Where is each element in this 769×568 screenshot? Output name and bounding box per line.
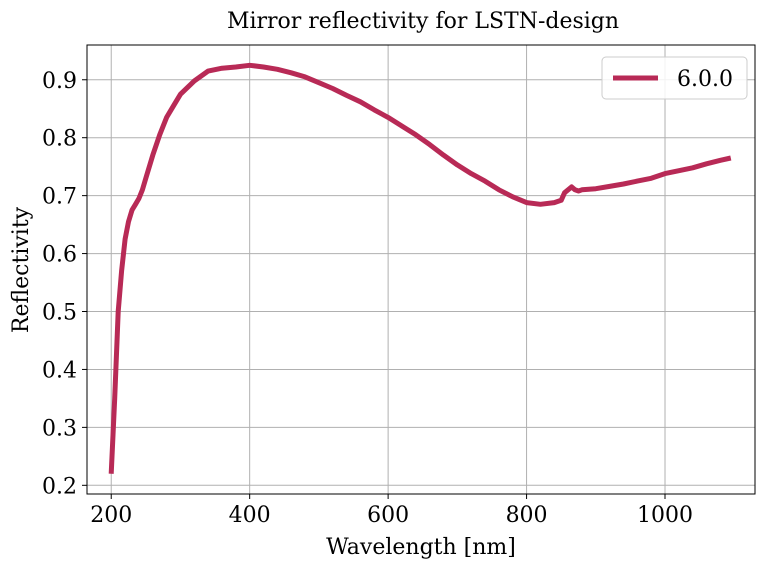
y-tick-label: 0.7 (42, 185, 77, 210)
x-tick-label: 1000 (637, 503, 693, 528)
x-tick-label: 200 (90, 503, 132, 528)
y-tick-label: 0.5 (42, 301, 77, 326)
series-layer (108, 62, 732, 474)
x-axis: 200 400 600 800 1000 (90, 494, 693, 528)
y-tick-label: 0.8 (42, 127, 77, 152)
series-line (108, 62, 732, 474)
x-tick-label: 600 (367, 503, 409, 528)
y-tick-label: 0.4 (42, 358, 77, 383)
y-tick-label: 0.2 (42, 474, 77, 499)
x-tick-label: 800 (506, 503, 548, 528)
grid (87, 45, 755, 494)
plot-frame (86, 44, 756, 495)
y-tick-label: 0.9 (42, 69, 77, 94)
legend-box (601, 56, 748, 100)
y-tick-label: 0.6 (42, 243, 77, 268)
chart-title: Mirror reflectivity for LSTN-design (227, 9, 619, 34)
x-tick-label: 400 (229, 503, 271, 528)
y-axis-label: Reflectivity (9, 206, 34, 333)
legend: 6.0.0 (601, 56, 748, 100)
x-axis-label: Wavelength [nm] (326, 535, 516, 560)
y-axis: 0.2 0.3 0.4 0.5 0.6 0.7 0.8 0.9 (42, 69, 87, 499)
legend-label: 6.0.0 (677, 67, 733, 92)
y-tick-label: 0.3 (42, 416, 77, 441)
